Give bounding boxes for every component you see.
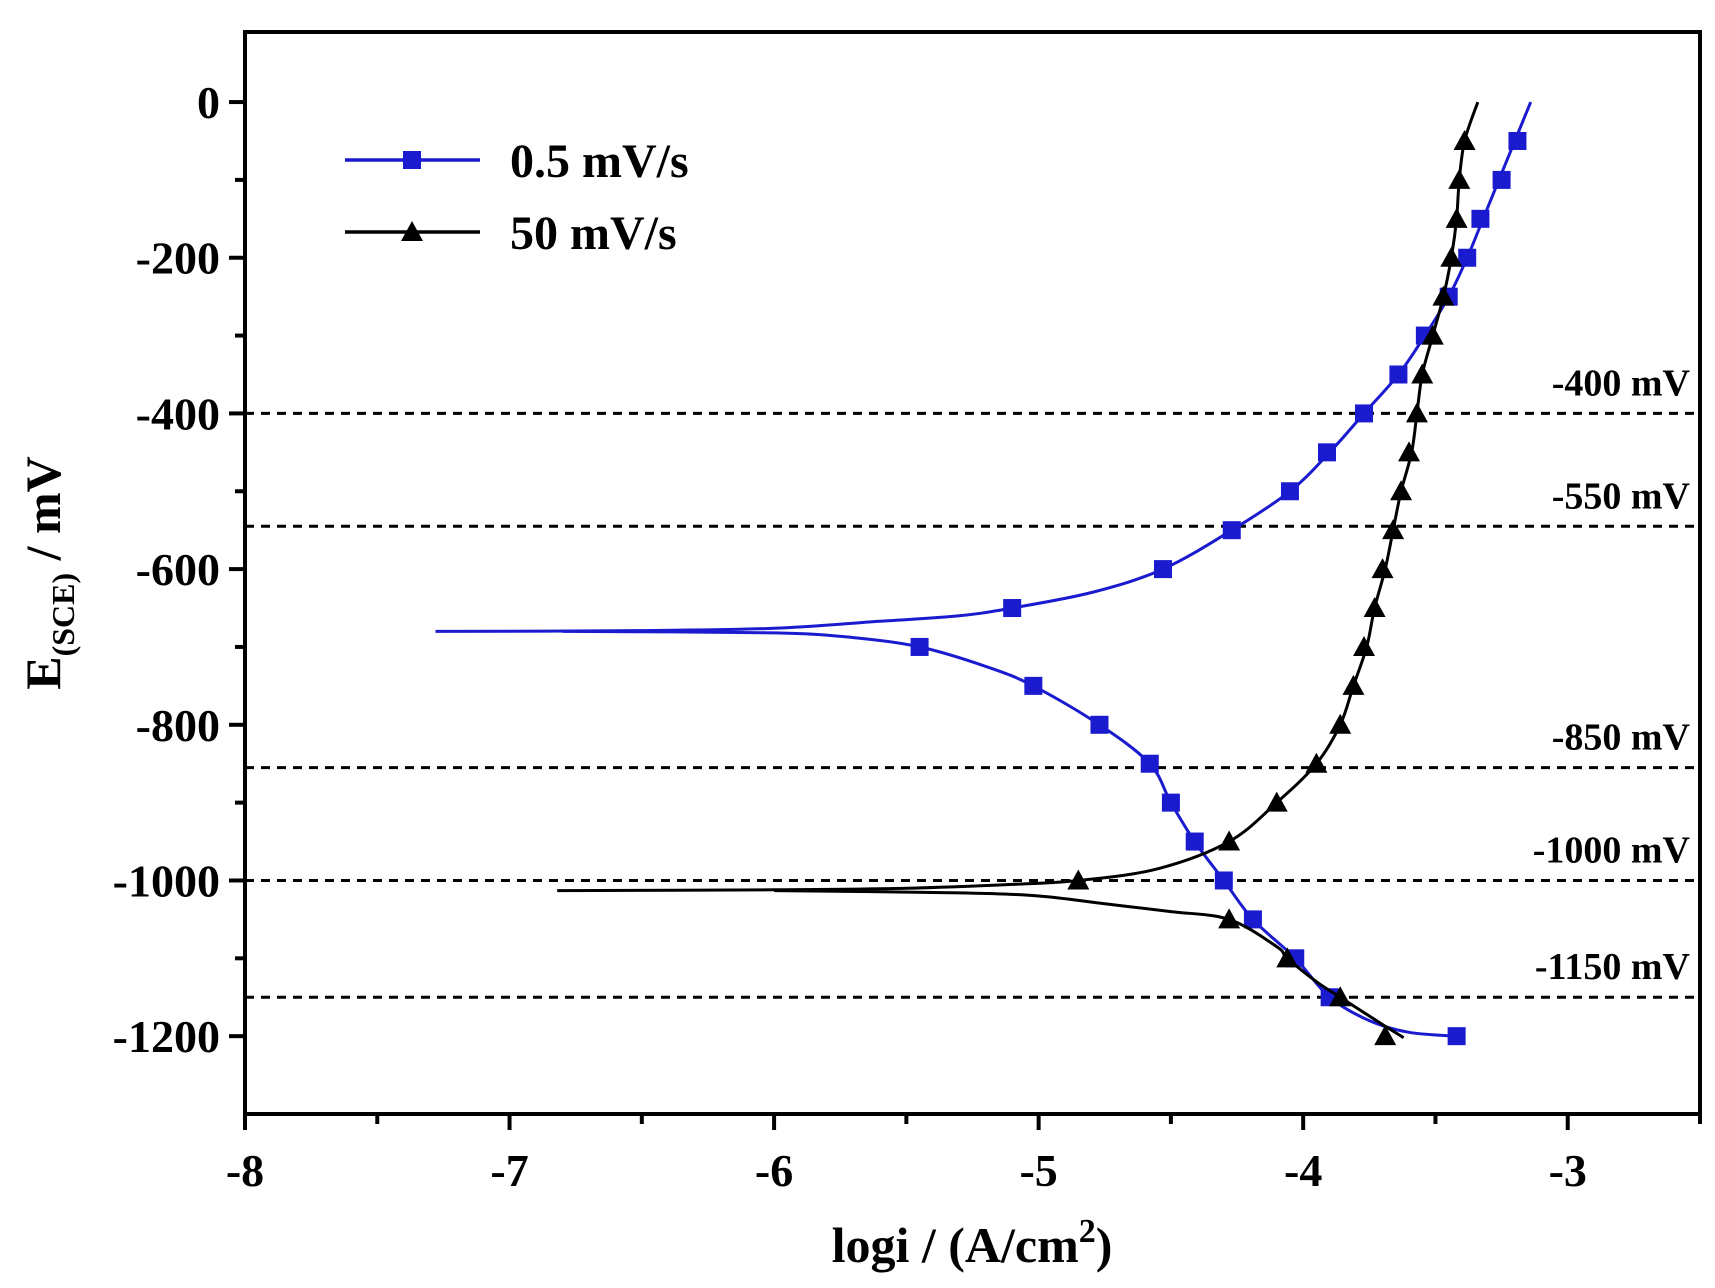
x-tick-label: -6 xyxy=(755,1145,793,1196)
data-point-square xyxy=(1222,521,1241,540)
data-point-square xyxy=(1447,1027,1466,1046)
data-point-triangle xyxy=(1363,597,1386,618)
data-point-triangle xyxy=(1421,324,1444,345)
data-point-triangle xyxy=(1405,402,1428,423)
data-point-triangle xyxy=(1218,908,1241,929)
y-tick-label: -400 xyxy=(136,388,220,439)
y-tick-label: -800 xyxy=(136,700,220,751)
reference-line-label: -1150 mV xyxy=(1535,946,1691,988)
data-point-square xyxy=(1003,599,1022,618)
data-point-square xyxy=(1140,754,1159,773)
y-tick-label: -1200 xyxy=(113,1011,220,1062)
data-point-triangle xyxy=(1329,986,1352,1007)
data-point-triangle xyxy=(1440,246,1463,267)
data-point-triangle xyxy=(1453,129,1476,150)
y-tick-label: 0 xyxy=(197,77,220,128)
x-tick-label: -3 xyxy=(1549,1145,1587,1196)
data-point-triangle xyxy=(1445,207,1468,228)
data-point-square xyxy=(1214,871,1233,890)
data-point-triangle xyxy=(1398,441,1420,462)
x-tick-label: -5 xyxy=(1019,1145,1057,1196)
reference-line-label: -1000 mV xyxy=(1533,829,1691,871)
data-point-square xyxy=(1508,131,1527,150)
reference-line-label: -550 mV xyxy=(1552,475,1691,517)
data-point-triangle xyxy=(1329,713,1352,734)
data-point-triangle xyxy=(1371,558,1394,579)
series-line-50mvs xyxy=(557,101,1480,893)
data-point-triangle xyxy=(1374,1025,1397,1046)
data-point-triangle xyxy=(1276,947,1299,968)
data-point-triangle xyxy=(1432,285,1455,306)
data-point-square xyxy=(1185,832,1204,851)
data-point-square xyxy=(1492,170,1511,189)
data-point-square xyxy=(1024,676,1043,695)
data-point-triangle xyxy=(1265,791,1288,812)
x-tick-label: -7 xyxy=(490,1145,528,1196)
data-point-triangle xyxy=(1342,674,1365,695)
data-point-square xyxy=(1458,248,1477,267)
reference-line-label: -400 mV xyxy=(1552,362,1691,404)
legend-triangle-marker xyxy=(401,221,423,241)
x-tick-label: -4 xyxy=(1284,1145,1322,1196)
data-point-triangle xyxy=(1305,752,1328,773)
x-axis-title: logi / (A/cm2) xyxy=(832,1213,1113,1273)
data-series xyxy=(435,101,1533,1046)
data-point-triangle xyxy=(1411,363,1434,384)
data-point-triangle xyxy=(1353,635,1376,656)
y-tick-label: -1000 xyxy=(113,855,220,906)
data-point-triangle xyxy=(1448,168,1471,189)
data-point-triangle xyxy=(1218,830,1241,851)
data-point-square xyxy=(1471,209,1490,228)
plot-frame xyxy=(243,30,1702,1116)
legend-square-marker xyxy=(403,151,421,169)
data-point-square xyxy=(1153,560,1172,579)
data-point-square xyxy=(1389,365,1408,384)
x-tick-label: -8 xyxy=(226,1145,264,1196)
reference-line-label: -850 mV xyxy=(1552,717,1691,759)
y-axis-title: E(SCE) / mV xyxy=(15,456,81,690)
data-point-square xyxy=(1161,793,1180,812)
y-tick-label: -600 xyxy=(136,544,220,595)
data-point-square xyxy=(1280,482,1299,501)
data-point-square xyxy=(1355,404,1374,423)
axis-ticks: -8 -7 -6 -5 -4 -3 0 -200 -400 -600 -800 -1000 -1200 xyxy=(113,77,1702,1196)
data-point-triangle xyxy=(1067,869,1090,890)
legend-label-50mvs: 50 mV/s xyxy=(510,207,677,260)
series-line-50mvs xyxy=(774,889,1405,1039)
data-point-triangle xyxy=(1390,480,1413,501)
series-line-0.5mvs xyxy=(562,629,1457,1038)
series-line-0.5mvs xyxy=(435,101,1533,633)
legend: 0.5 mV/s 50 mV/s xyxy=(345,135,689,260)
data-point-square xyxy=(1090,715,1109,734)
reference-lines: -400 mV -550 mV -850 mV -1000 mV -1150 mV xyxy=(245,362,1700,999)
data-point-square xyxy=(1243,910,1262,929)
data-point-square xyxy=(1317,443,1336,462)
y-tick-label: -200 xyxy=(136,233,220,284)
data-point-triangle xyxy=(1382,519,1405,540)
legend-label-0.5mvs: 0.5 mV/s xyxy=(510,135,689,188)
data-point-square xyxy=(910,637,929,656)
